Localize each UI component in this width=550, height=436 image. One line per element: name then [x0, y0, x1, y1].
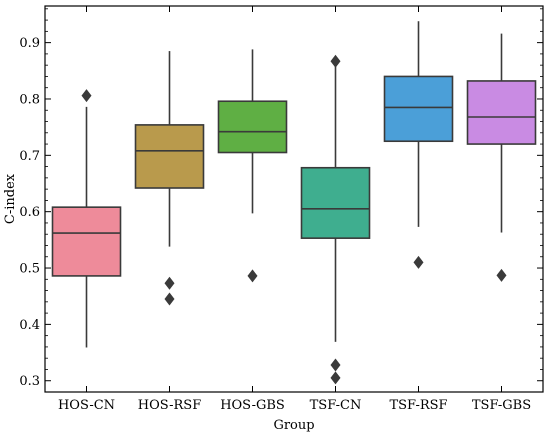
- boxes-layer: [51, 21, 537, 385]
- box-group-tsf-gbs: [466, 33, 537, 282]
- outlier-point: [164, 292, 175, 306]
- box-group-hos-rsf: [134, 51, 205, 306]
- y-axis: 0.3 0.4 0.5 0.6 0.7 0.8 0.9: [19, 8, 543, 389]
- box: [383, 75, 454, 143]
- y-tick-label: 0.6: [19, 205, 40, 220]
- outlier-point: [247, 269, 258, 283]
- x-tick-label: HOS-GBS: [220, 398, 285, 413]
- box: [134, 124, 205, 189]
- x-tick-label: TSF-GBS: [472, 398, 531, 413]
- x-tick-label: TSF-CN: [310, 398, 362, 413]
- y-tick-label: 0.7: [19, 149, 40, 164]
- box: [217, 100, 288, 154]
- box: [300, 166, 371, 239]
- box: [466, 80, 537, 145]
- x-tick-label: HOS-CN: [58, 398, 115, 413]
- box-group-hos-cn: [51, 89, 122, 348]
- x-axis-label: Group: [273, 418, 314, 433]
- y-tick-label: 0.8: [19, 92, 40, 107]
- outlier-point: [330, 358, 341, 372]
- outlier-point: [496, 268, 507, 282]
- x-tick-label: TSF-RSF: [389, 398, 447, 413]
- box-group-tsf-cn: [300, 54, 371, 385]
- y-tick-label: 0.4: [19, 318, 40, 333]
- outlier-point: [330, 54, 341, 68]
- outlier-point: [164, 276, 175, 290]
- box-group-tsf-rsf: [383, 21, 454, 269]
- y-tick-label: 0.3: [19, 374, 40, 389]
- x-tick-label: HOS-RSF: [138, 398, 201, 413]
- outlier-point: [81, 89, 92, 103]
- y-tick-label: 0.9: [19, 36, 40, 51]
- box-group-hos-gbs: [217, 49, 288, 283]
- box: [51, 206, 122, 277]
- x-axis: HOS-CN HOS-RSF HOS-GBS TSF-CN TSF-RSF TSF-GBS: [58, 6, 531, 413]
- y-tick-label: 0.5: [19, 262, 40, 277]
- plot-frame: [44, 5, 544, 393]
- outlier-point: [330, 371, 341, 385]
- outlier-point: [413, 255, 424, 269]
- y-axis-label: C-index: [3, 173, 18, 224]
